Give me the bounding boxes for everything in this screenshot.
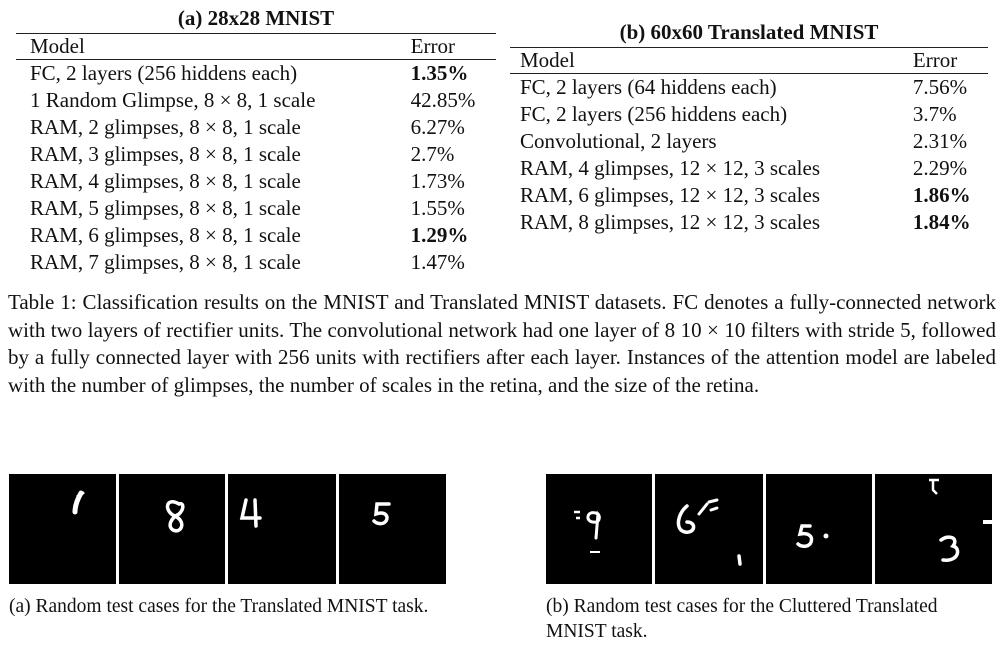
digit-panel-b-3: [766, 474, 872, 584]
digit-image-8: [165, 500, 185, 533]
table-row: 1 Random Glimpse, 8 × 8, 1 scale 42.85%: [16, 87, 496, 114]
error-cell: 1.47%: [410, 249, 465, 274]
digit-panel-a-3: [228, 474, 336, 584]
table-a-header-error: Error: [410, 34, 455, 58]
table-caption: Table 1: Classification results on the M…: [8, 290, 996, 397]
table-row: Convolutional, 2 layers 2.31%: [510, 128, 988, 155]
cluttered-digit-image-9: [574, 510, 601, 553]
table-a-header-model: Model: [30, 34, 85, 58]
digit-panel-b-2: [655, 474, 763, 584]
digit-panel-a-1: [9, 474, 116, 584]
cluttered-digit-image-3: [929, 478, 992, 562]
error-cell: 1.84%: [912, 209, 971, 234]
table-a-title: (a) 28x28 MNIST: [177, 6, 335, 30]
model-cell: RAM, 8 glimpses, 12 × 12, 3 scales: [520, 209, 820, 234]
table-a: Model Error FC, 2 layers (256 hiddens ea…: [16, 33, 496, 276]
model-cell: RAM, 6 glimpses, 12 × 12, 3 scales: [520, 182, 820, 207]
digit-panel-a-4: [339, 474, 446, 584]
error-cell: 7.56%: [912, 74, 968, 99]
table-row: RAM, 8 glimpses, 12 × 12, 3 scales 1.84%: [510, 209, 988, 236]
table-row: RAM, 4 glimpses, 8 × 8, 1 scale 1.73%: [16, 168, 496, 195]
table-b: Model Error FC, 2 layers (64 hiddens eac…: [510, 47, 988, 236]
digit-image-1: [72, 490, 85, 515]
error-cell: 2.7%: [410, 141, 455, 166]
table-row: RAM, 4 glimpses, 12 × 12, 3 scales 2.29%: [510, 155, 988, 182]
error-cell: 1.86%: [912, 182, 971, 207]
model-cell: RAM, 2 glimpses, 8 × 8, 1 scale: [30, 114, 301, 139]
model-cell: FC, 2 layers (256 hiddens each): [30, 60, 298, 85]
table-row: RAM, 5 glimpses, 8 × 8, 1 scale 1.55%: [16, 195, 496, 222]
table-row: RAM, 6 glimpses, 12 × 12, 3 scales 1.86%: [510, 182, 988, 209]
table-a-header-row: Model Error: [16, 34, 496, 60]
figure-b-caption: (b) Random test cases for the Cluttered …: [546, 596, 938, 642]
table-row: FC, 2 layers (256 hiddens each) 3.7%: [510, 101, 988, 128]
table-row: RAM, 2 glimpses, 8 × 8, 1 scale 6.27%: [16, 114, 496, 141]
table-row: RAM, 3 glimpses, 8 × 8, 1 scale 2.7%: [16, 141, 496, 168]
error-cell: 1.73%: [410, 168, 465, 193]
digit-panel-a-2: [119, 474, 225, 584]
model-cell: RAM, 3 glimpses, 8 × 8, 1 scale: [30, 141, 301, 166]
model-cell: FC, 2 layers (64 hiddens each): [520, 74, 777, 99]
cluttered-digit-image-6: [676, 498, 742, 566]
table-row: RAM, 6 glimpses, 8 × 8, 1 scale 1.29%: [16, 222, 496, 249]
error-cell: 42.85%: [410, 87, 476, 112]
error-cell: 1.29%: [410, 222, 469, 247]
digit-panel-b-1: [546, 474, 652, 584]
error-cell: 6.27%: [410, 114, 465, 139]
model-cell: RAM, 5 glimpses, 8 × 8, 1 scale: [30, 195, 301, 220]
table-row: RAM, 7 glimpses, 8 × 8, 1 scale 1.47%: [16, 249, 496, 276]
figure-a-panels: [9, 474, 446, 584]
table-row: FC, 2 layers (256 hiddens each) 1.35%: [16, 60, 496, 87]
table-b-header-row: Model Error: [510, 48, 988, 74]
digit-panel-b-4: [875, 474, 992, 584]
cluttered-digit-image-5: [796, 524, 829, 549]
digit-image-4: [239, 498, 262, 528]
table-b-title: (b) 60x60 Translated MNIST: [619, 20, 879, 44]
error-cell: 1.35%: [410, 60, 469, 85]
error-cell: 2.31%: [912, 128, 968, 153]
error-cell: 3.7%: [912, 101, 957, 126]
figure-b-panels: [546, 474, 992, 584]
model-cell: 1 Random Glimpse, 8 × 8, 1 scale: [30, 87, 316, 112]
table-b-header-model: Model: [520, 48, 575, 72]
model-cell: RAM, 6 glimpses, 8 × 8, 1 scale: [30, 222, 301, 247]
digit-image-5: [372, 502, 391, 526]
model-cell: FC, 2 layers (256 hiddens each): [520, 101, 788, 126]
error-cell: 1.55%: [410, 195, 465, 220]
model-cell: Convolutional, 2 layers: [520, 128, 717, 153]
figure-a-caption: (a) Random test cases for the Translated…: [9, 596, 429, 617]
error-cell: 2.29%: [912, 155, 968, 180]
table-b-header-error: Error: [912, 48, 958, 72]
model-cell: RAM, 4 glimpses, 8 × 8, 1 scale: [30, 168, 301, 193]
model-cell: RAM, 7 glimpses, 8 × 8, 1 scale: [30, 249, 301, 274]
table-row: FC, 2 layers (64 hiddens each) 7.56%: [510, 74, 988, 101]
model-cell: RAM, 4 glimpses, 12 × 12, 3 scales: [520, 155, 820, 180]
